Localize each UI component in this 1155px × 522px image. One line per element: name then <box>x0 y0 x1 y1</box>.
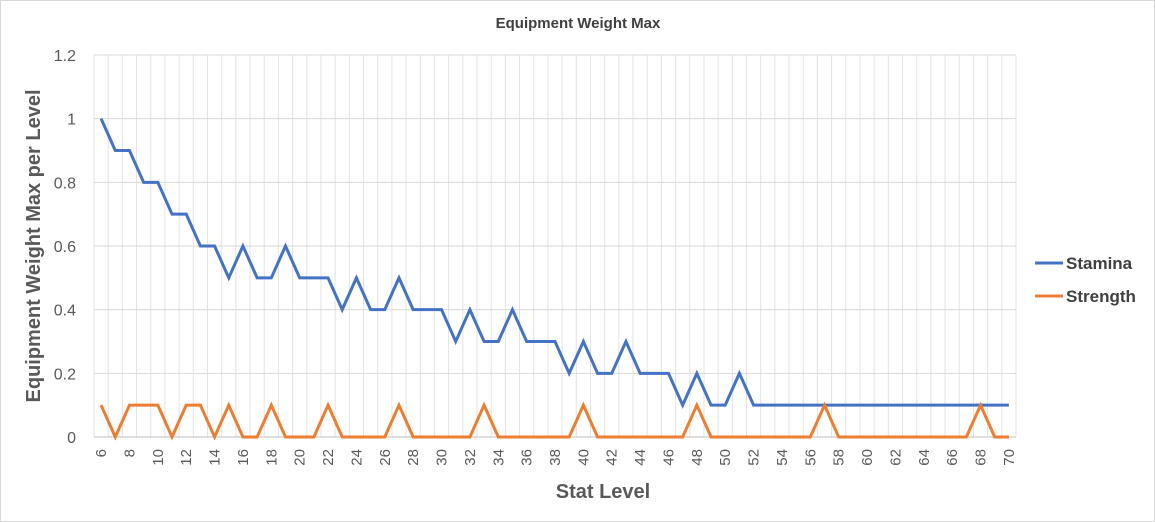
x-tick-label: 44 <box>632 449 649 466</box>
x-axis-title: Stat Level <box>556 481 650 503</box>
x-tick-label: 70 <box>1001 449 1018 466</box>
x-tick-label: 68 <box>973 449 990 466</box>
y-tick-label: 0.2 <box>54 366 76 383</box>
y-tick-label: 1.2 <box>54 48 76 65</box>
x-tick-label: 46 <box>660 449 677 466</box>
y-tick-label: 0 <box>67 430 76 447</box>
x-tick-label: 14 <box>207 449 224 466</box>
gridlines <box>93 54 1017 438</box>
series-line-strength <box>99 401 1009 441</box>
x-tick-label: 62 <box>887 449 904 466</box>
x-tick-label: 32 <box>462 449 479 466</box>
x-tick-label: 66 <box>944 449 961 466</box>
series-lines <box>99 118 1009 441</box>
x-tick-label: 18 <box>263 449 280 466</box>
legend-label-stamina: Stamina <box>1066 254 1133 273</box>
y-tick-label: 0.4 <box>54 303 76 320</box>
x-tick-label: 26 <box>377 449 394 466</box>
series-line-stamina <box>99 118 1009 409</box>
legend: Stamina Strength <box>1035 254 1136 306</box>
x-tick-label: 24 <box>348 449 365 466</box>
legend-label-strength: Strength <box>1066 287 1136 306</box>
x-tick-label: 28 <box>405 449 422 466</box>
x-tick-label: 56 <box>802 449 819 466</box>
x-tick-label: 42 <box>604 449 621 466</box>
x-tick-label: 16 <box>235 449 252 466</box>
x-axis-ticks: 6 8 10 12 14 16 18 20 22 24 26 28 30 32 34 36 38 40 42 44 46… <box>93 449 1018 466</box>
x-tick-label: 48 <box>689 449 706 466</box>
x-tick-label: 50 <box>717 449 734 466</box>
x-tick-label: 58 <box>831 449 848 466</box>
x-tick-label: 6 <box>93 449 110 457</box>
y-tick-label: 1 <box>67 112 76 129</box>
x-tick-label: 12 <box>178 449 195 466</box>
chart-title: Equipment Weight Max <box>496 15 661 32</box>
x-tick-label: 8 <box>121 449 138 457</box>
x-tick-label: 34 <box>490 449 507 466</box>
x-tick-label: 38 <box>547 449 564 466</box>
x-tick-label: 60 <box>859 449 876 466</box>
y-axis-ticks: 0 0.2 0.4 0.6 0.8 1 1.2 <box>54 48 76 447</box>
x-tick-label: 10 <box>150 449 167 466</box>
y-tick-label: 0.6 <box>54 239 76 256</box>
x-tick-label: 36 <box>519 449 536 466</box>
x-tick-label: 40 <box>575 449 592 466</box>
x-tick-label: 54 <box>774 449 791 466</box>
x-tick-label: 64 <box>916 449 933 466</box>
x-tick-label: 52 <box>746 449 763 466</box>
y-axis-title: Equipment Weight Max per Level <box>23 89 45 402</box>
y-tick-label: 0.8 <box>54 175 76 192</box>
x-tick-label: 22 <box>320 449 337 466</box>
x-tick-label: 20 <box>292 449 309 466</box>
x-tick-label: 30 <box>434 449 451 466</box>
